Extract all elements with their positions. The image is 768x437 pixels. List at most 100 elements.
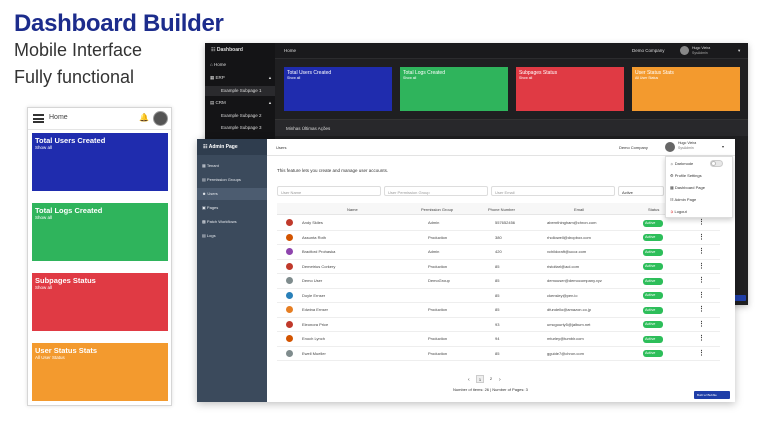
- card-link[interactable]: Show all: [35, 145, 53, 150]
- sidebar-item-permission-groups[interactable]: ▤ Permission Groups: [202, 177, 241, 182]
- hero-title: Dashboard Builder: [14, 10, 224, 37]
- phone-cell: 93: [495, 321, 500, 327]
- more-options-icon[interactable]: ⋮: [698, 277, 705, 284]
- card-link[interactable]: All User Status: [35, 355, 65, 360]
- builder-badge-partial: [732, 295, 746, 301]
- more-options-icon[interactable]: ⋮: [698, 349, 705, 357]
- dark-card-status[interactable]: User Status Stats All User Status: [632, 67, 740, 111]
- sidebar-subitem-2[interactable]: Example Subpage 2: [221, 113, 262, 118]
- sidebar-item-patch-workflows[interactable]: ▩ Patch Workflows: [202, 219, 237, 224]
- email-filter[interactable]: User Email: [491, 186, 615, 196]
- user-name-cell: Assunta Roth: [302, 234, 327, 240]
- column-status: Status: [648, 206, 660, 212]
- user-name-cell: Enoch Lynch: [302, 336, 325, 341]
- more-options-icon[interactable]: ⋮: [698, 233, 705, 241]
- status-filter[interactable]: Active: [618, 186, 664, 196]
- table-row[interactable]: Doyle Ernser 85 ckensley@pen.io Active ⋮: [277, 289, 720, 303]
- mobile-card-logs[interactable]: Total Logs Created Show all: [32, 203, 168, 261]
- card-title: Total Users Created: [35, 136, 106, 145]
- user-avatar-icon: [286, 291, 293, 299]
- admin-icon: ☷: [670, 197, 674, 202]
- phone-cell: 557652456: [495, 220, 516, 225]
- menu-item-admin-page[interactable]: ☷ Admin Page: [670, 197, 697, 202]
- table-row[interactable]: Bradford Prohaska Admin 420 vchildcraft@uco…: [277, 245, 720, 260]
- dark-card-users[interactable]: Total Users Created Show all: [284, 67, 392, 111]
- card-title: Subpages Status: [519, 70, 558, 76]
- more-options-icon[interactable]: ⋮: [698, 335, 705, 342]
- permission-group-filter[interactable]: User Permission Group: [384, 186, 488, 196]
- user-avatar-icon: [286, 219, 293, 226]
- table-row[interactable]: Assunta Roth Production 380 rhollowell@drop…: [277, 231, 720, 245]
- chevron-down-icon[interactable]: ▾: [722, 144, 725, 149]
- darkmode-toggle[interactable]: [710, 160, 723, 167]
- group-cell: Production: [428, 350, 448, 356]
- mobile-card-subpages[interactable]: Subpages Status Show all: [32, 273, 168, 331]
- sidebar-item-crm[interactable]: ▤ CRM: [210, 100, 226, 105]
- chevron-up-icon[interactable]: ▲: [268, 75, 272, 80]
- avatar[interactable]: [680, 46, 689, 55]
- sidebar-item-logs[interactable]: ▤ Logs: [202, 233, 216, 238]
- more-options-icon[interactable]: ⋮: [698, 306, 705, 313]
- more-options-icon[interactable]: ⋮: [698, 248, 705, 255]
- admin-page-preview: ☷ Admin Page ▦ Tenant ▤ Permission Group…: [197, 139, 735, 402]
- mobile-card-status[interactable]: User Status Stats All User Status: [32, 343, 168, 401]
- page-button-1[interactable]: 1: [476, 375, 484, 383]
- prev-page-button[interactable]: ‹: [468, 377, 470, 383]
- table-row[interactable]: Eleonora Price 93 umcgourty5@jalbum.net Act…: [277, 318, 720, 332]
- sidebar-subitem-3[interactable]: Example Subpage 3: [221, 125, 262, 130]
- avatar[interactable]: [665, 142, 675, 152]
- user-avatar-icon: [286, 277, 293, 284]
- status-badge: Active: [643, 321, 663, 328]
- table-row[interactable]: Andy Skiles Admin 557652456 abernthingham@c…: [277, 216, 720, 231]
- dashboard-icon: ▦: [670, 185, 674, 190]
- sidebar-subitem-1[interactable]: Example Subpage 1: [205, 86, 275, 96]
- sidebar-item-tenant[interactable]: ▦ Tenant: [202, 163, 219, 168]
- menu-item-profile-settings[interactable]: ⚙ Profile Settings: [670, 173, 702, 178]
- column-email: Email: [574, 206, 585, 212]
- more-options-icon[interactable]: ⋮: [698, 262, 705, 270]
- group-cell: Production: [428, 307, 448, 312]
- menu-item-dashboard-page[interactable]: ▦ Dashboard Page: [670, 185, 705, 190]
- chart-icon: ▦: [210, 75, 215, 80]
- table-row[interactable]: Demetrius Corkery Production 85 ristoltarl@…: [277, 260, 720, 274]
- page-button-2[interactable]: 2: [489, 376, 493, 381]
- card-link[interactable]: All User Status: [635, 76, 659, 80]
- status-badge: Active: [643, 219, 663, 227]
- sidebar-item-users[interactable]: ☻ Users: [197, 188, 267, 200]
- user-name: Hugo Vieira: [678, 141, 697, 145]
- user-name-filter[interactable]: User Name: [277, 186, 381, 196]
- bell-icon[interactable]: 🔔: [139, 113, 149, 122]
- avatar[interactable]: [153, 111, 168, 126]
- dark-topbar: Home Demo Company Hugo Vieira SysAdmin ▾: [275, 43, 748, 59]
- mobile-card-users[interactable]: Total Users Created Show all: [32, 133, 168, 191]
- card-link[interactable]: Show all: [403, 76, 417, 80]
- hamburger-icon[interactable]: [33, 114, 44, 123]
- card-link[interactable]: Show all: [35, 215, 53, 220]
- dark-card-logs[interactable]: Total Logs Created Show all: [400, 67, 508, 111]
- chevron-up-icon[interactable]: ▲: [268, 100, 272, 105]
- table-row[interactable]: Edwina Ernser Production 85 dfundello@amazo…: [277, 303, 720, 318]
- more-options-icon[interactable]: ⋮: [698, 291, 705, 299]
- email-cell: ristoltarl@aol.com: [547, 263, 580, 269]
- table-row[interactable]: Ewell Mueller Production 85 gguide7@chron.c…: [277, 347, 720, 361]
- card-link[interactable]: Show all: [287, 76, 301, 80]
- built-with-bubble-badge[interactable]: Built w/ Bubble: [694, 391, 730, 399]
- chevron-down-icon[interactable]: ▾: [738, 48, 741, 53]
- next-page-button[interactable]: ›: [499, 377, 501, 383]
- card-title: Subpages Status: [35, 276, 96, 285]
- card-link[interactable]: Show all: [519, 76, 533, 80]
- sidebar-item-erp[interactable]: ▦ ERP: [210, 75, 225, 80]
- menu-item-logout[interactable]: ➲ Logout: [670, 209, 687, 214]
- more-options-icon[interactable]: ⋮: [698, 219, 705, 226]
- user-avatar-icon: [286, 233, 293, 241]
- dark-card-subpages[interactable]: Subpages Status Show all: [516, 67, 624, 111]
- sidebar-item-home[interactable]: ⌂ Home: [210, 62, 226, 67]
- table-row[interactable]: Demo User DemoGroup 85 demouser@democompany…: [277, 274, 720, 289]
- table-row[interactable]: Enoch Lynch Production 94 mturley@tumblr.co…: [277, 332, 720, 347]
- page-description: This feature lets you create and manage …: [277, 168, 389, 173]
- more-options-icon[interactable]: ⋮: [698, 320, 705, 328]
- menu-item-darkmode[interactable]: ☼ Darkmode: [670, 161, 694, 166]
- sidebar-item-pages[interactable]: ▣ Pages: [202, 205, 219, 210]
- card-link[interactable]: Show all: [35, 285, 53, 290]
- user-avatar-icon: [286, 262, 293, 270]
